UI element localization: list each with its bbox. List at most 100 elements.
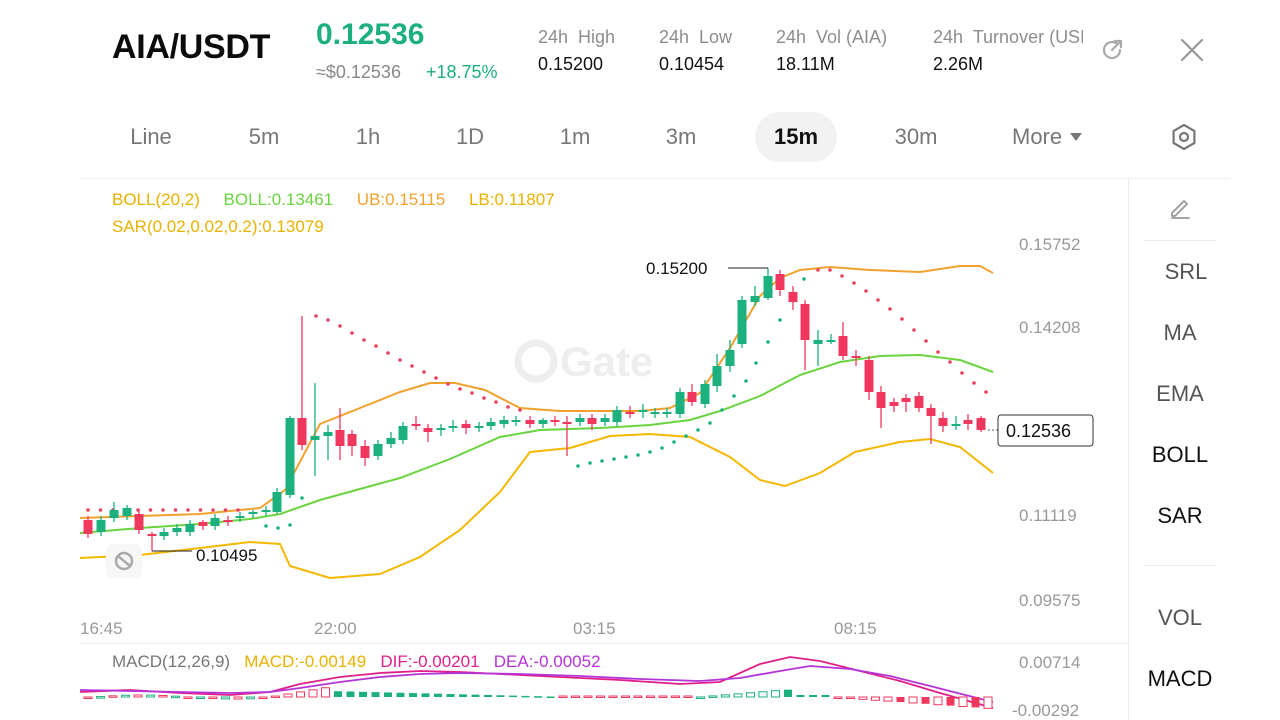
last-price-label: 0.12536 — [1006, 421, 1071, 441]
tab-3m[interactable]: 3m — [665, 124, 697, 149]
macd-histogram-bar — [883, 696, 893, 702]
watermark-text: Gate — [560, 338, 653, 385]
y-axis-label: 0.11119 — [1019, 506, 1077, 525]
sar-dot — [326, 318, 330, 322]
tab-5m[interactable]: 5m — [248, 124, 280, 149]
candle-down — [800, 304, 810, 340]
sar-dot — [972, 381, 976, 385]
tab-1m[interactable]: 1m — [559, 124, 591, 149]
macd-histogram-bar — [721, 694, 730, 698]
macd-histogram-bar — [384, 692, 392, 697]
stat-label: 24h Vol (AIA) — [776, 27, 888, 47]
macd-histogram-bar — [946, 697, 955, 706]
macd-histogram-bar — [708, 695, 718, 698]
sar-dot — [696, 428, 700, 432]
sar-dot — [374, 344, 378, 348]
sar-dot — [816, 268, 820, 272]
sar-dot — [410, 364, 414, 368]
sar-dot — [636, 453, 640, 457]
candle-up — [511, 420, 521, 422]
stat-label: 24h High — [538, 27, 616, 47]
macd-histogram-bar — [434, 693, 442, 697]
x-axis-label: 08:15 — [834, 619, 877, 638]
indicator-ma[interactable]: MA — [1163, 320, 1197, 345]
macd-axis-label: -0.00292 — [1012, 701, 1080, 720]
macd-histogram-bar — [908, 696, 918, 704]
indicator-sar[interactable]: SAR — [1157, 503, 1203, 528]
boll-legend: BOLL(20,2) BOLL:0.13461 UB:0.15115 LB:0.… — [112, 190, 555, 210]
candle-down — [788, 292, 798, 302]
macd-histogram-bar — [646, 695, 655, 698]
candle-down — [889, 402, 899, 406]
macd-histogram-bar — [796, 695, 805, 697]
indicator-ema[interactable]: EMA — [1156, 381, 1204, 406]
macd-value: MACD:-0.00149 — [244, 652, 367, 671]
chart-top-divider — [80, 178, 1230, 179]
macd-histogram-bar — [271, 695, 280, 699]
candle-up — [712, 366, 722, 386]
candle-down — [550, 420, 560, 422]
sar-dot — [173, 508, 178, 512]
candle-down — [134, 514, 144, 530]
pencil-icon[interactable] — [1130, 194, 1230, 226]
sar-dot — [186, 508, 190, 512]
sar-dot — [148, 508, 153, 512]
candle-up — [272, 492, 282, 512]
indicator-macd[interactable]: MACD — [1147, 666, 1213, 691]
tab-15m[interactable]: 15m — [755, 112, 837, 162]
sar-dot — [948, 360, 952, 364]
tab-line[interactable]: Line — [130, 124, 172, 149]
stat-24h-vol: 24h Vol (AIA) 18.11M — [776, 27, 887, 75]
macd-histogram-bar — [896, 697, 905, 703]
macd-histogram-bar — [496, 695, 505, 697]
reset-view-icon[interactable] — [106, 544, 142, 578]
macd-histogram-bar — [146, 694, 155, 698]
candle-down — [461, 424, 471, 428]
candle-down — [926, 408, 936, 416]
macd-dea-line — [80, 665, 994, 703]
candle-down — [914, 396, 924, 408]
indicator-srl[interactable]: SRL — [1164, 259, 1208, 284]
kline-chart[interactable]: Gate 0.15200 0.10495 0.12536 — [80, 178, 1128, 720]
macd-histogram-bar — [121, 694, 130, 698]
sar-dot — [960, 371, 964, 375]
candle-up — [122, 508, 132, 516]
macd-histogram-bar — [246, 696, 255, 700]
candle-up — [310, 436, 320, 440]
tab-30m[interactable]: 30m — [894, 124, 938, 149]
indicator-vol[interactable]: VOL — [1157, 605, 1203, 630]
macd-histogram-bar — [596, 695, 605, 698]
tab-1h[interactable]: 1h — [355, 124, 381, 149]
macd-histogram-bar — [258, 696, 268, 699]
low-marker-label: 0.10495 — [196, 546, 257, 565]
macd-histogram-bar — [821, 695, 830, 697]
candle-down — [297, 418, 307, 445]
share-icon[interactable] — [1094, 32, 1130, 68]
macd-histogram-bar — [233, 696, 243, 700]
sar-dot — [754, 361, 758, 365]
candle-up — [737, 300, 747, 344]
sar-dot — [470, 391, 474, 395]
macd-histogram-bar — [158, 694, 168, 698]
tab-1d[interactable]: 1D — [455, 124, 485, 149]
y-axis-label: 0.09575 — [1019, 591, 1081, 610]
stat-label: 24h Turnover (USDT) — [933, 27, 1083, 47]
candle-up — [159, 532, 169, 536]
macd-histogram-bar — [846, 696, 855, 699]
macd-histogram-bar — [583, 695, 593, 698]
sar-dot — [198, 508, 203, 512]
candle-down — [775, 274, 785, 290]
tab-more[interactable]: More — [1012, 112, 1102, 162]
side-divider — [1144, 565, 1216, 566]
stat-value: 0.10454 — [659, 54, 725, 74]
sar-dot — [98, 508, 103, 512]
macd-histogram-bar — [983, 696, 993, 709]
close-icon[interactable] — [1174, 32, 1210, 68]
candle-up — [210, 518, 220, 526]
settings-hex-icon[interactable] — [1166, 119, 1202, 155]
indicator-boll[interactable]: BOLL — [1151, 442, 1209, 467]
sar-dot — [732, 394, 736, 398]
last-price: 0.12536 — [316, 18, 425, 51]
x-axis-label: 03:15 — [573, 619, 616, 638]
macd-dif-line — [80, 656, 994, 709]
